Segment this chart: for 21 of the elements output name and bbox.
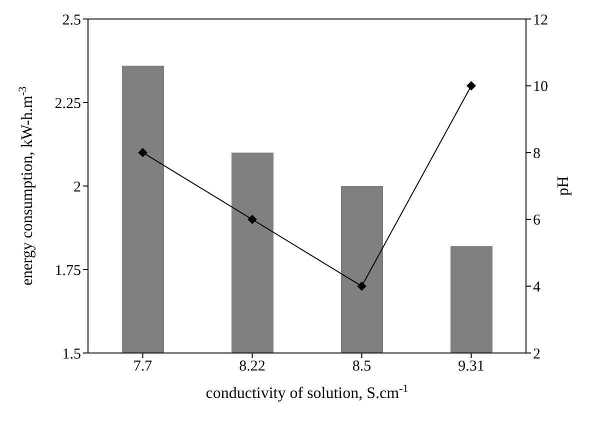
y-tick-label: 2.5 xyxy=(62,12,81,28)
y-tick-label: 2 xyxy=(74,179,81,196)
y-tick-label: 1.75 xyxy=(54,262,81,279)
y2-tick-label: 4 xyxy=(533,280,541,296)
y-tick-label: 1.5 xyxy=(62,346,81,362)
point xyxy=(357,282,366,291)
y2-tick-label: 10 xyxy=(533,79,548,96)
y2-tick-label: 8 xyxy=(533,146,540,162)
y2-tick-label: 12 xyxy=(533,12,548,28)
x-tick-label: 7.7 xyxy=(133,358,153,375)
y2-tick-label: 2 xyxy=(533,346,540,362)
point xyxy=(466,81,476,90)
y-tick-label: 2.25 xyxy=(54,96,81,112)
x-axis-title: conductivity of solution, S.cm$^{-1}$ xyxy=(206,383,408,402)
y2-tick-label: 6 xyxy=(533,212,541,229)
point xyxy=(248,214,257,224)
x-tick-label: 9.31 xyxy=(458,358,484,375)
point xyxy=(138,148,148,158)
x-tick-label: 8.22 xyxy=(239,358,266,375)
x-tick-label: 8.5 xyxy=(352,358,372,375)
y2-axis-title: pH xyxy=(555,176,572,196)
